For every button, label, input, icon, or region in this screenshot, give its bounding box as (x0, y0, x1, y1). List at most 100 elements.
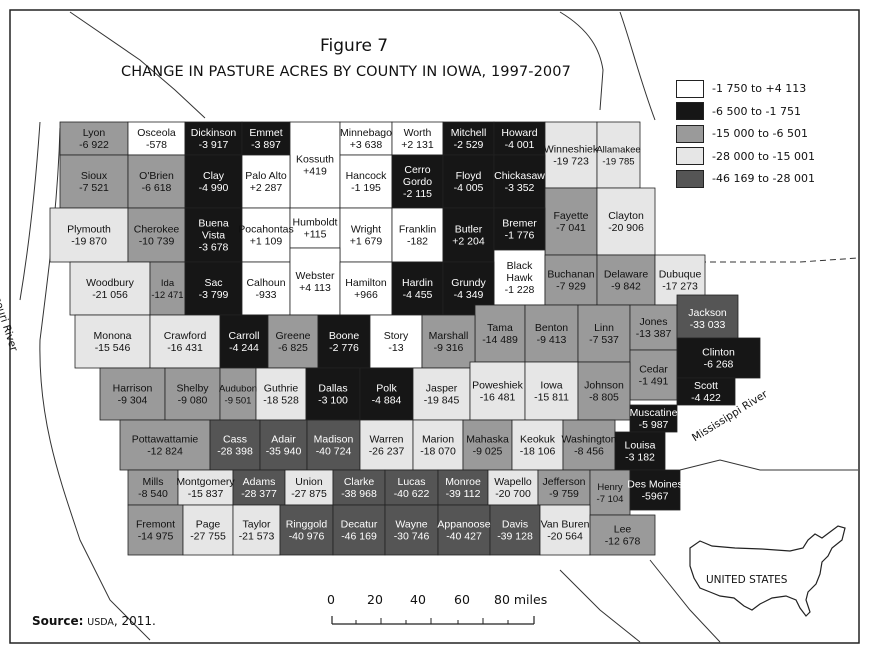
county-value-dubuque: -17 273 (662, 281, 698, 293)
county-name-henry: Henry (597, 482, 623, 493)
county-palo-alto (241, 154, 291, 209)
county-cedar (629, 349, 678, 401)
county-value-crawford: -16 431 (167, 342, 203, 354)
county-name-ida: Ida (161, 278, 175, 289)
legend: -1 750 to +4 113 -6 500 to -1 751 -15 000 … (676, 78, 826, 191)
county-value-jones: -13 387 (636, 328, 672, 340)
county-delaware (596, 254, 656, 306)
county-name-cherokee: Cherokee (134, 224, 180, 236)
county-page (182, 504, 234, 556)
legend-item: -6 500 to -1 751 (676, 101, 826, 122)
county-name-delaware: Delaware (604, 269, 649, 281)
legend-label: -15 000 to -6 501 (712, 127, 808, 140)
county-hancock (339, 154, 393, 209)
county-value-emmet: -3 897 (251, 139, 281, 151)
county-name-carroll: Carroll (229, 330, 260, 342)
county-madison (306, 419, 361, 471)
county-emmet (241, 121, 291, 156)
county-value-franklin: -182 (407, 236, 428, 248)
county-name-winneshiek: Winneshiek (544, 144, 599, 156)
figure-border (9, 9, 860, 644)
scale-label-40: 40 (410, 592, 426, 607)
county-name-cass: Cass (223, 434, 247, 446)
county-value-story: -13 (388, 342, 403, 354)
county-name-worth: Worth (404, 127, 432, 139)
county-name-clay: Clay (203, 170, 225, 182)
county-value-winneshiek: -19 723 (553, 156, 589, 168)
county-value-cass: -28 398 (217, 446, 253, 458)
county-van-buren (539, 504, 591, 556)
county-name-fayette: Fayette (553, 210, 588, 222)
source-prefix: Source: (32, 614, 84, 628)
county-name-marshall: Marshall (429, 330, 469, 342)
county-name-audubon: Audubon (219, 384, 257, 395)
county-value-carroll: -4 244 (229, 342, 259, 354)
county-mills (127, 469, 179, 506)
county-des-moines (629, 469, 681, 511)
county-taylor (232, 504, 281, 556)
county-value-harrison: -9 304 (118, 395, 148, 407)
county-value-greene: -6 825 (278, 342, 308, 354)
county-name-dubuque: Dubuque (659, 269, 702, 281)
county-value-taylor: -21 573 (239, 531, 275, 543)
county-name-black-hawk: Hawk (506, 272, 533, 284)
county-franklin (391, 207, 444, 263)
county-name-cedar: Cedar (639, 364, 668, 376)
county-value-poweshiek: -16 481 (480, 392, 516, 404)
county-value-plymouth: -19 870 (71, 236, 107, 248)
county-name-benton: Benton (535, 322, 568, 334)
county-name-fremont: Fremont (136, 519, 175, 531)
county-value-cedar: -1 491 (639, 376, 669, 388)
scale-label-0: 0 (327, 592, 335, 607)
county-name-emmet: Emmet (249, 127, 282, 139)
county-name-des-moines: Des Moines (627, 479, 682, 491)
county-value-henry: -7 104 (597, 494, 624, 505)
county-labels-layer: Lyon-6 922 Osceola-578 Dickinson-3 917 Emme… (67, 127, 735, 548)
county-name-louisa: Louisa (625, 440, 656, 452)
county-value-mahaska: -9 025 (473, 446, 503, 458)
county-value-des-moines: -5967 (642, 491, 669, 503)
county-value-jasper: -19 845 (424, 395, 460, 407)
county-name-sac: Sac (204, 277, 222, 289)
county-value-johnson: -8 805 (589, 392, 619, 404)
county-louisa (614, 431, 666, 471)
county-name-pocahontas: Pocahontas (238, 224, 293, 236)
county-name-monroe: Monroe (445, 476, 481, 488)
county-name-humboldt: Humboldt (293, 217, 338, 229)
county-name-o-brien: O'Brien (139, 170, 174, 182)
county-name-keokuk: Keokuk (520, 434, 556, 446)
county-value-sioux: -7 521 (79, 182, 109, 194)
county-value-union: -27 875 (291, 488, 327, 500)
county-name-bremer: Bremer (502, 218, 537, 230)
county-osceola (127, 121, 186, 156)
county-name-jefferson: Jefferson (543, 476, 586, 488)
county-name-montgomery: Montgomery (176, 476, 235, 488)
figure-number: Figure 7 (320, 36, 389, 56)
county-audubon (219, 367, 257, 421)
county-value-louisa: -3 182 (625, 452, 655, 464)
county-value-washington: -8 456 (574, 446, 604, 458)
county-name-dallas: Dallas (318, 383, 347, 395)
source-year: , 2011. (113, 614, 156, 628)
county-buena-vista (184, 207, 243, 263)
county-lucas (384, 469, 439, 506)
county-name-van-buren: Van Buren (541, 519, 590, 531)
county-polk (359, 367, 414, 421)
county-shelby (164, 367, 221, 421)
county-value-clayton: -20 906 (608, 222, 644, 234)
county-name-wayne: Wayne (395, 519, 427, 531)
county-value-cerro-gordo: -2 115 (403, 188, 432, 200)
county-name-marion: Marion (422, 434, 454, 446)
county-value-humboldt: +115 (304, 229, 327, 241)
county-jones (629, 304, 678, 351)
county-name-wapello: Wapello (494, 476, 532, 488)
county-value-pottawattamie: -12 824 (147, 446, 183, 458)
county-value-davis: -39 128 (497, 531, 533, 543)
county-value-lee: -12 678 (605, 536, 641, 548)
county-value-iowa: -15 811 (534, 392, 569, 404)
county-boone (317, 314, 371, 369)
county-value-woodbury: -21 056 (92, 289, 128, 301)
scale-label-80: 80 miles (494, 592, 548, 607)
